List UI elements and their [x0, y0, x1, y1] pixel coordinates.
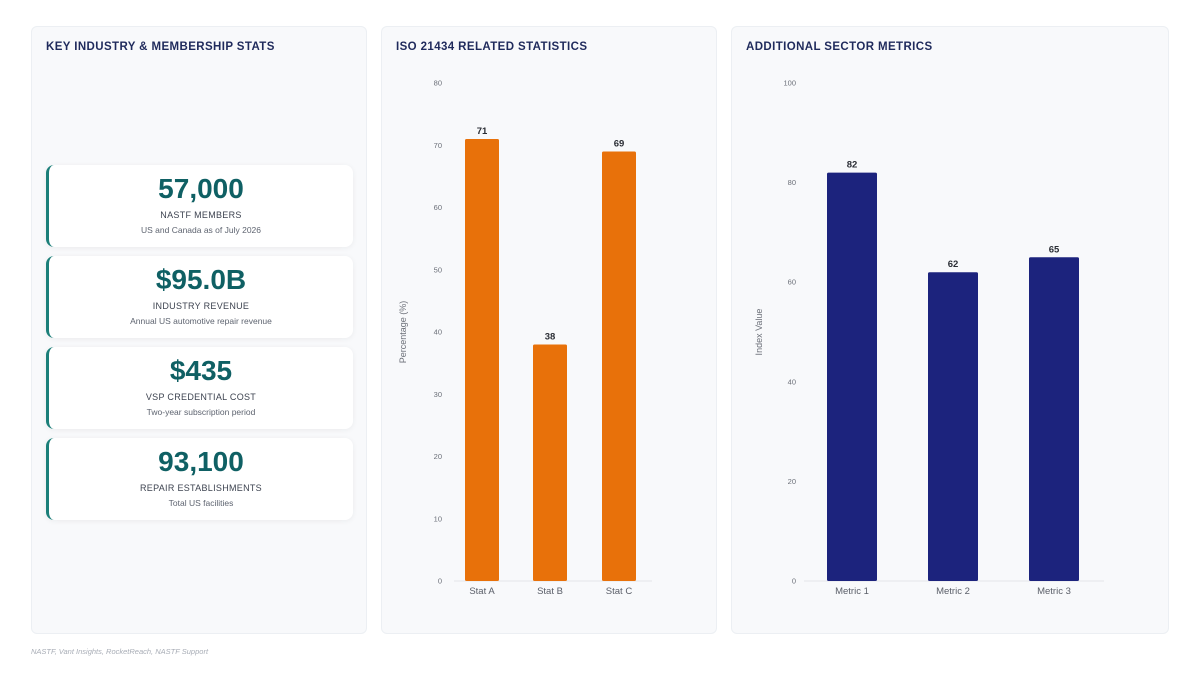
- stats-panel-title: KEY INDUSTRY & MEMBERSHIP STATS: [46, 41, 275, 53]
- y-tick-label: 60: [788, 278, 796, 287]
- bar: [827, 172, 877, 581]
- stat-value: $435: [169, 355, 233, 386]
- x-tick-label: Metric 2: [936, 586, 970, 597]
- y-tick-label: 60: [434, 203, 442, 212]
- stat-label: VSP CREDENTIAL COST: [145, 392, 257, 402]
- x-tick-label: Stat B: [537, 586, 563, 597]
- y-tick-label: 20: [788, 477, 796, 486]
- stat-card-vsp-cost: $435 VSP CREDENTIAL COST Two-year subscr…: [46, 347, 353, 429]
- y-axis-title: Index Value: [754, 309, 764, 356]
- stat-subtitle: Two-year subscription period: [146, 407, 256, 417]
- data-label: 38: [545, 331, 556, 342]
- y-tick-label: 100: [783, 79, 796, 88]
- stat-subtitle: Annual US automotive repair revenue: [130, 316, 272, 326]
- stat-label: NASTF MEMBERS: [160, 210, 242, 220]
- data-label: 82: [847, 160, 858, 171]
- x-tick-label: Stat C: [606, 586, 633, 597]
- stat-subtitle: US and Canada as of July 2026: [140, 225, 262, 235]
- stats-panel: KEY INDUSTRY & MEMBERSHIP STATS 57,000 N…: [31, 26, 367, 634]
- y-tick-label: 50: [434, 265, 442, 274]
- y-tick-label: 20: [434, 452, 442, 461]
- stat-value: $95.0B: [155, 264, 247, 295]
- stat-card-establishments: 93,100 REPAIR ESTABLISHMENTS Total US fa…: [46, 438, 353, 520]
- y-tick-label: 30: [434, 390, 442, 399]
- sector-chart-title: ADDITIONAL SECTOR METRICS: [746, 41, 933, 53]
- y-tick-label: 80: [434, 79, 442, 88]
- sector-chart-panel: ADDITIONAL SECTOR METRICS 0 20 40 60 80 100 In…: [731, 26, 1169, 634]
- data-label: 71: [477, 126, 488, 137]
- bar: [465, 139, 499, 581]
- data-label: 62: [948, 259, 959, 270]
- stat-subtitle: Total US facilities: [168, 498, 234, 508]
- stat-label: REPAIR ESTABLISHMENTS: [140, 483, 262, 493]
- x-tick-label: Metric 3: [1037, 586, 1071, 597]
- sector-bar-chart: 0 20 40 60 80 100 Index Value 82 Metric 1 62 Metri…: [754, 79, 1104, 597]
- data-label: 69: [614, 138, 625, 149]
- source-note: NASTF, Vant Insights, RocketReach, NASTF…: [31, 647, 209, 656]
- y-axis-title: Percentage (%): [398, 301, 408, 364]
- iso-bar-chart: 0 10 20 30 40 50 60 70 80 Percentage (%) 71 Stat A 3…: [398, 79, 652, 597]
- y-tick-label: 10: [434, 514, 442, 523]
- stat-label: INDUSTRY REVENUE: [152, 301, 250, 311]
- y-tick-label: 0: [792, 577, 796, 586]
- y-tick-label: 80: [788, 178, 796, 187]
- data-label: 65: [1049, 244, 1060, 255]
- y-tick-label: 40: [434, 328, 442, 337]
- x-tick-label: Stat A: [469, 586, 495, 597]
- x-tick-label: Metric 1: [835, 586, 869, 597]
- bar: [533, 344, 567, 581]
- y-tick-label: 0: [438, 577, 442, 586]
- bar: [1029, 257, 1079, 581]
- stat-card-members: 57,000 NASTF MEMBERS US and Canada as of…: [46, 165, 353, 247]
- stat-value: 93,100: [158, 446, 244, 477]
- stat-card-revenue: $95.0B INDUSTRY REVENUE Annual US automo…: [46, 256, 353, 338]
- bar: [928, 272, 978, 581]
- iso-chart-panel: ISO 21434 RELATED STATISTICS 0 10 20 30 40 50…: [381, 26, 717, 634]
- iso-chart-title: ISO 21434 RELATED STATISTICS: [396, 41, 588, 53]
- y-tick-label: 70: [434, 141, 442, 150]
- stat-value: 57,000: [158, 173, 244, 204]
- y-tick-label: 40: [788, 377, 796, 386]
- bar: [602, 151, 636, 581]
